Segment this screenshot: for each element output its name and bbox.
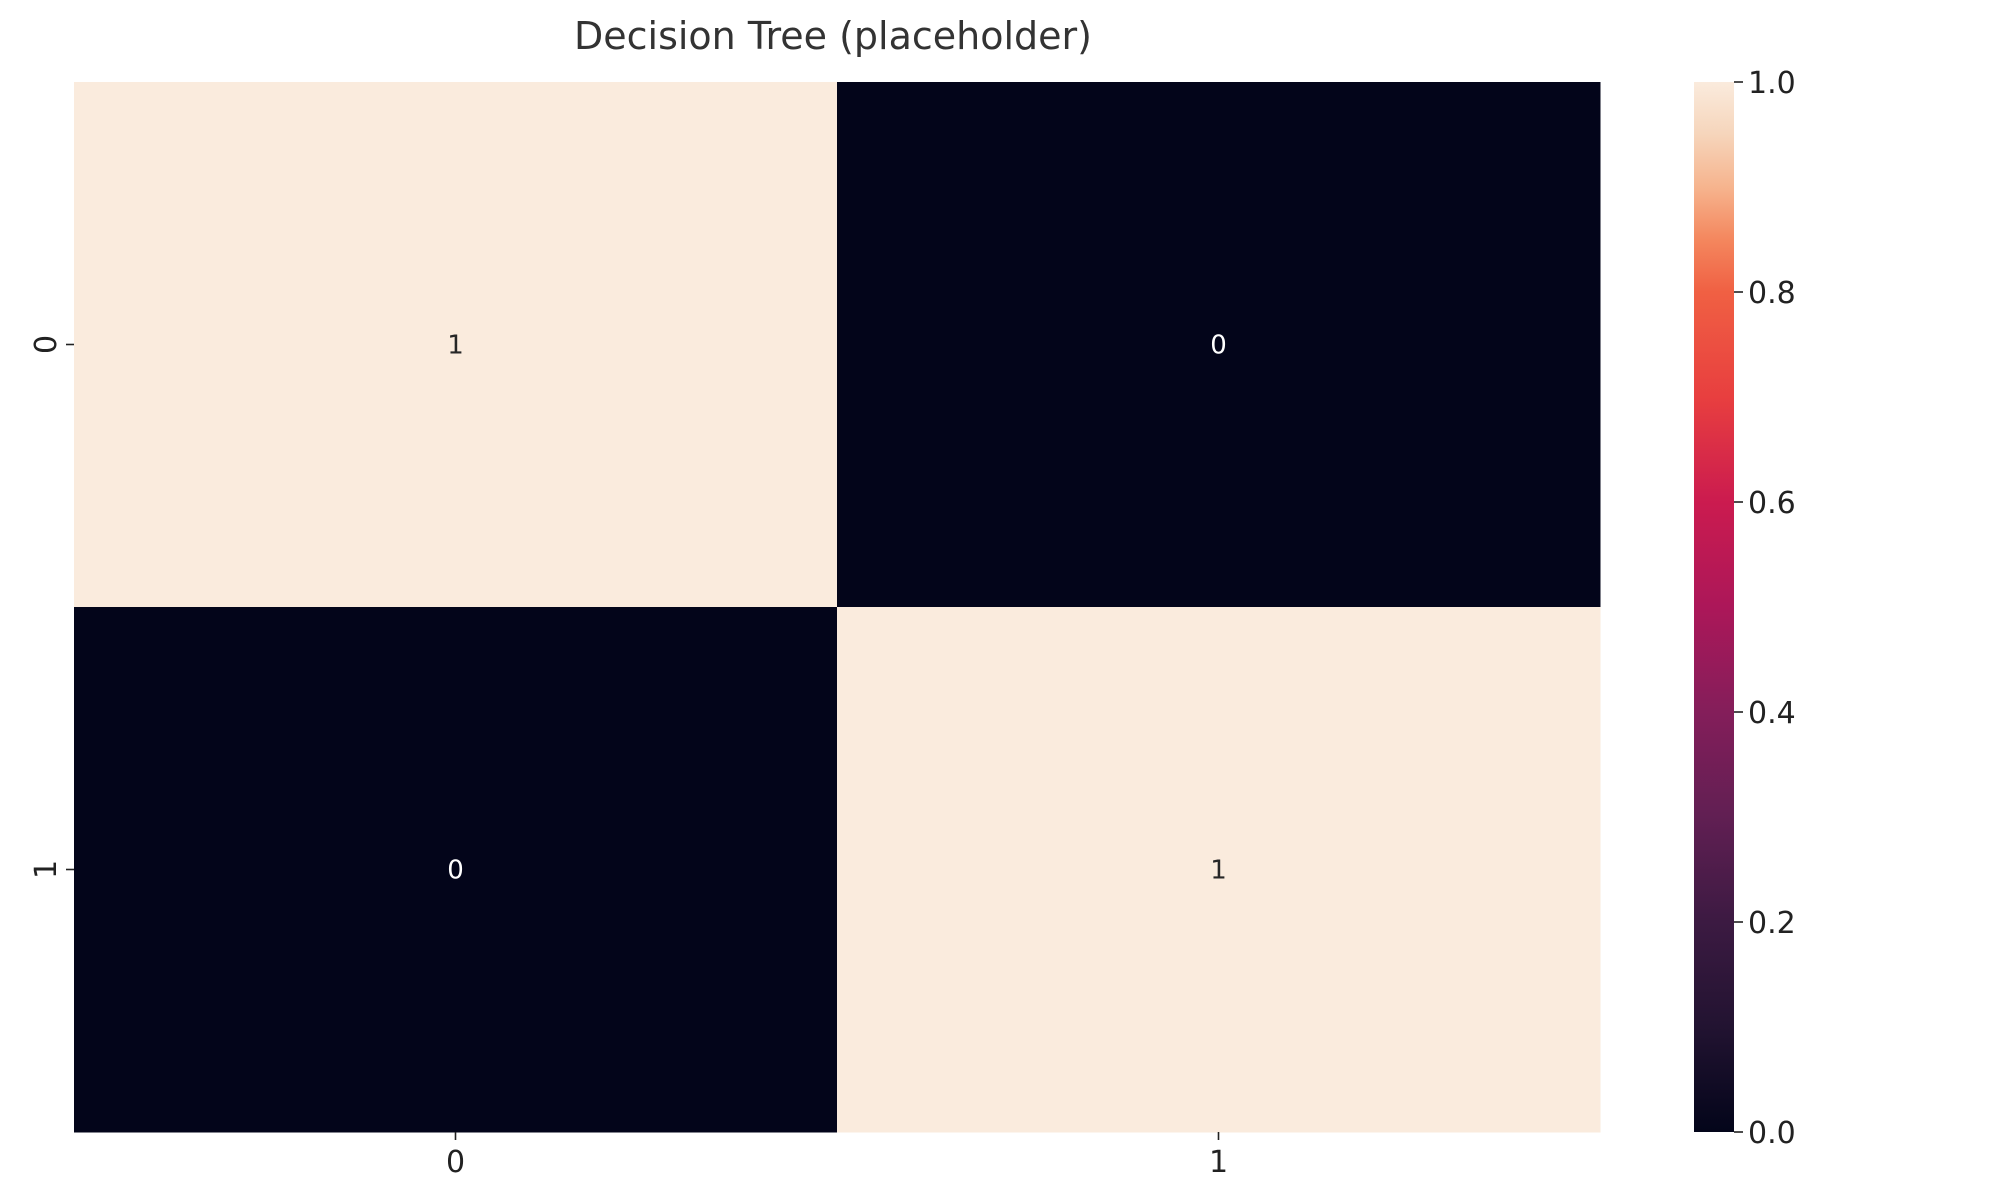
colorbar-tick-label-2: 0.4 bbox=[1748, 696, 1796, 731]
cell-annotation-r1-c0: 0 bbox=[447, 856, 464, 886]
colorbar-tick-label-5: 1.0 bbox=[1748, 66, 1796, 101]
y-axis: 01 bbox=[29, 335, 74, 879]
heatmap-cell-r0-c1 bbox=[837, 82, 1601, 608]
cell-annotations: 1 0 0 1 bbox=[447, 331, 1227, 886]
cell-annotation-r0-c0: 1 bbox=[447, 331, 464, 361]
heatmap-cell-r1-c0 bbox=[74, 607, 838, 1133]
heatmap-cells bbox=[74, 82, 1601, 1133]
colorbar: 0.0 0.2 0.4 0.6 0.8 1.0 bbox=[1694, 66, 1796, 1151]
colorbar-tick-label-0: 0.0 bbox=[1748, 1116, 1796, 1151]
colorbar-tick-label-1: 0.2 bbox=[1748, 906, 1796, 941]
heatmap-cell-r1-c1 bbox=[837, 607, 1601, 1133]
colorbar-gradient bbox=[1694, 82, 1734, 1132]
cell-annotation-r1-c1: 1 bbox=[1210, 856, 1227, 886]
cell-annotation-r0-c1: 0 bbox=[1210, 331, 1227, 361]
chart-title: Decision Tree (placeholder) bbox=[574, 14, 1092, 58]
x-tick-label-0: 0 bbox=[446, 1145, 465, 1180]
heatmap-cell-r0-c0 bbox=[74, 82, 838, 608]
y-tick-label-0: 0 bbox=[29, 335, 64, 354]
colorbar-tick-label-4: 0.8 bbox=[1748, 276, 1796, 311]
y-tick-label-1: 1 bbox=[29, 860, 64, 879]
colorbar-tick-label-3: 0.6 bbox=[1748, 486, 1796, 521]
x-tick-label-1: 1 bbox=[1209, 1145, 1228, 1180]
